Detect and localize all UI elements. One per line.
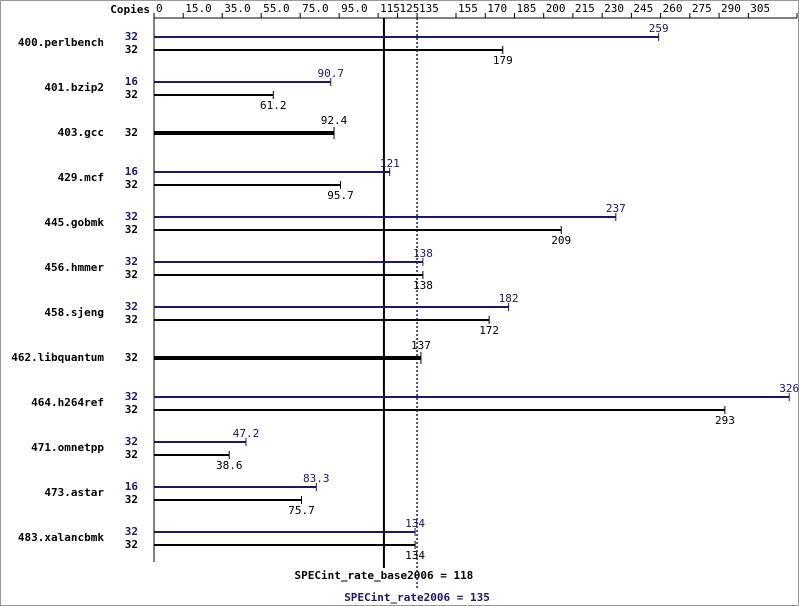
category-label: 462.libquantum bbox=[11, 351, 104, 364]
category-label: 483.xalancbmk bbox=[18, 531, 104, 544]
value-label: 75.7 bbox=[288, 504, 315, 517]
value-label: 259 bbox=[649, 22, 669, 35]
category-label: 456.hmmer bbox=[44, 261, 104, 274]
value-label: 179 bbox=[493, 54, 513, 67]
reference-label: SPECint_rate_base2006 = 118 bbox=[295, 569, 474, 582]
x-tick-label: 155 bbox=[458, 2, 478, 15]
copies-label: 32 bbox=[125, 525, 138, 538]
copies-label: 32 bbox=[125, 30, 138, 43]
value-label: 121 bbox=[380, 157, 400, 170]
x-tick-label: 125 bbox=[400, 2, 420, 15]
x-tick-label: 275 bbox=[692, 2, 712, 15]
copies-label: 32 bbox=[125, 538, 138, 551]
x-tick-label: 185 bbox=[516, 2, 536, 15]
value-label: 172 bbox=[479, 324, 499, 337]
copies-label: 32 bbox=[125, 493, 138, 506]
category-label: 403.gcc bbox=[58, 126, 104, 139]
copies-label: 32 bbox=[125, 178, 138, 191]
value-label: 134 bbox=[405, 517, 425, 530]
x-tick-label: 260 bbox=[663, 2, 683, 15]
x-tick-label: 0 bbox=[156, 2, 163, 15]
category-label: 401.bzip2 bbox=[44, 81, 104, 94]
x-tick-label: 170 bbox=[487, 2, 507, 15]
value-label: 138 bbox=[413, 279, 433, 292]
value-label: 38.6 bbox=[216, 459, 243, 472]
value-label: 293 bbox=[715, 414, 735, 427]
copies-label: 32 bbox=[125, 313, 138, 326]
value-label: 95.7 bbox=[327, 189, 354, 202]
category-label: 400.perlbench bbox=[18, 36, 104, 49]
category-label: 473.astar bbox=[44, 486, 104, 499]
value-label: 138 bbox=[413, 247, 433, 260]
reference-label: SPECint_rate2006 = 135 bbox=[344, 591, 490, 604]
copies-label: 32 bbox=[125, 448, 138, 461]
x-tick-label: 75.0 bbox=[302, 2, 329, 15]
x-tick-label: 215 bbox=[575, 2, 595, 15]
x-tick-label: 115 bbox=[380, 2, 400, 15]
copies-label: 32 bbox=[125, 126, 138, 139]
value-label: 83.3 bbox=[303, 472, 330, 485]
x-tick-label: 35.0 bbox=[224, 2, 251, 15]
copies-label: 32 bbox=[125, 390, 138, 403]
value-label: 134 bbox=[405, 549, 425, 562]
x-tick-label: 245 bbox=[633, 2, 653, 15]
value-label: 92.4 bbox=[321, 114, 348, 127]
copies-label: 32 bbox=[125, 351, 138, 364]
value-label: 47.2 bbox=[233, 427, 260, 440]
category-label: 458.sjeng bbox=[44, 306, 104, 319]
x-tick-label: 290 bbox=[721, 2, 741, 15]
category-label: 464.h264ref bbox=[31, 396, 104, 409]
copies-label: 32 bbox=[125, 210, 138, 223]
x-tick-label: 135 bbox=[419, 2, 439, 15]
copies-label: 16 bbox=[125, 480, 139, 493]
category-label: 445.gobmk bbox=[44, 216, 104, 229]
x-tick-label: 55.0 bbox=[263, 2, 290, 15]
x-tick-label: 200 bbox=[546, 2, 566, 15]
copies-label: 32 bbox=[125, 435, 138, 448]
copies-label: 32 bbox=[125, 268, 138, 281]
value-label: 209 bbox=[551, 234, 571, 247]
copies-label: 32 bbox=[125, 43, 138, 56]
copies-label: 16 bbox=[125, 75, 139, 88]
copies-label: 32 bbox=[125, 300, 138, 313]
value-label: 137 bbox=[411, 339, 431, 352]
copies-label: 32 bbox=[125, 403, 138, 416]
copies-label: 32 bbox=[125, 223, 138, 236]
x-tick-label: 230 bbox=[604, 2, 624, 15]
copies-label: 32 bbox=[125, 88, 138, 101]
x-tick-label: 95.0 bbox=[341, 2, 368, 15]
category-label: 429.mcf bbox=[58, 171, 104, 184]
copies-label: 32 bbox=[125, 255, 138, 268]
value-label: 182 bbox=[499, 292, 519, 305]
x-tick-label: 305 bbox=[750, 2, 770, 15]
value-label: 90.7 bbox=[317, 67, 344, 80]
copies-label: 16 bbox=[125, 165, 139, 178]
value-label: 61.2 bbox=[260, 99, 287, 112]
value-label: 237 bbox=[606, 202, 626, 215]
value-label: 326 bbox=[779, 382, 799, 395]
x-tick-label: 15.0 bbox=[185, 2, 212, 15]
copies-header: Copies bbox=[110, 3, 150, 16]
category-label: 471.omnetpp bbox=[31, 441, 104, 454]
